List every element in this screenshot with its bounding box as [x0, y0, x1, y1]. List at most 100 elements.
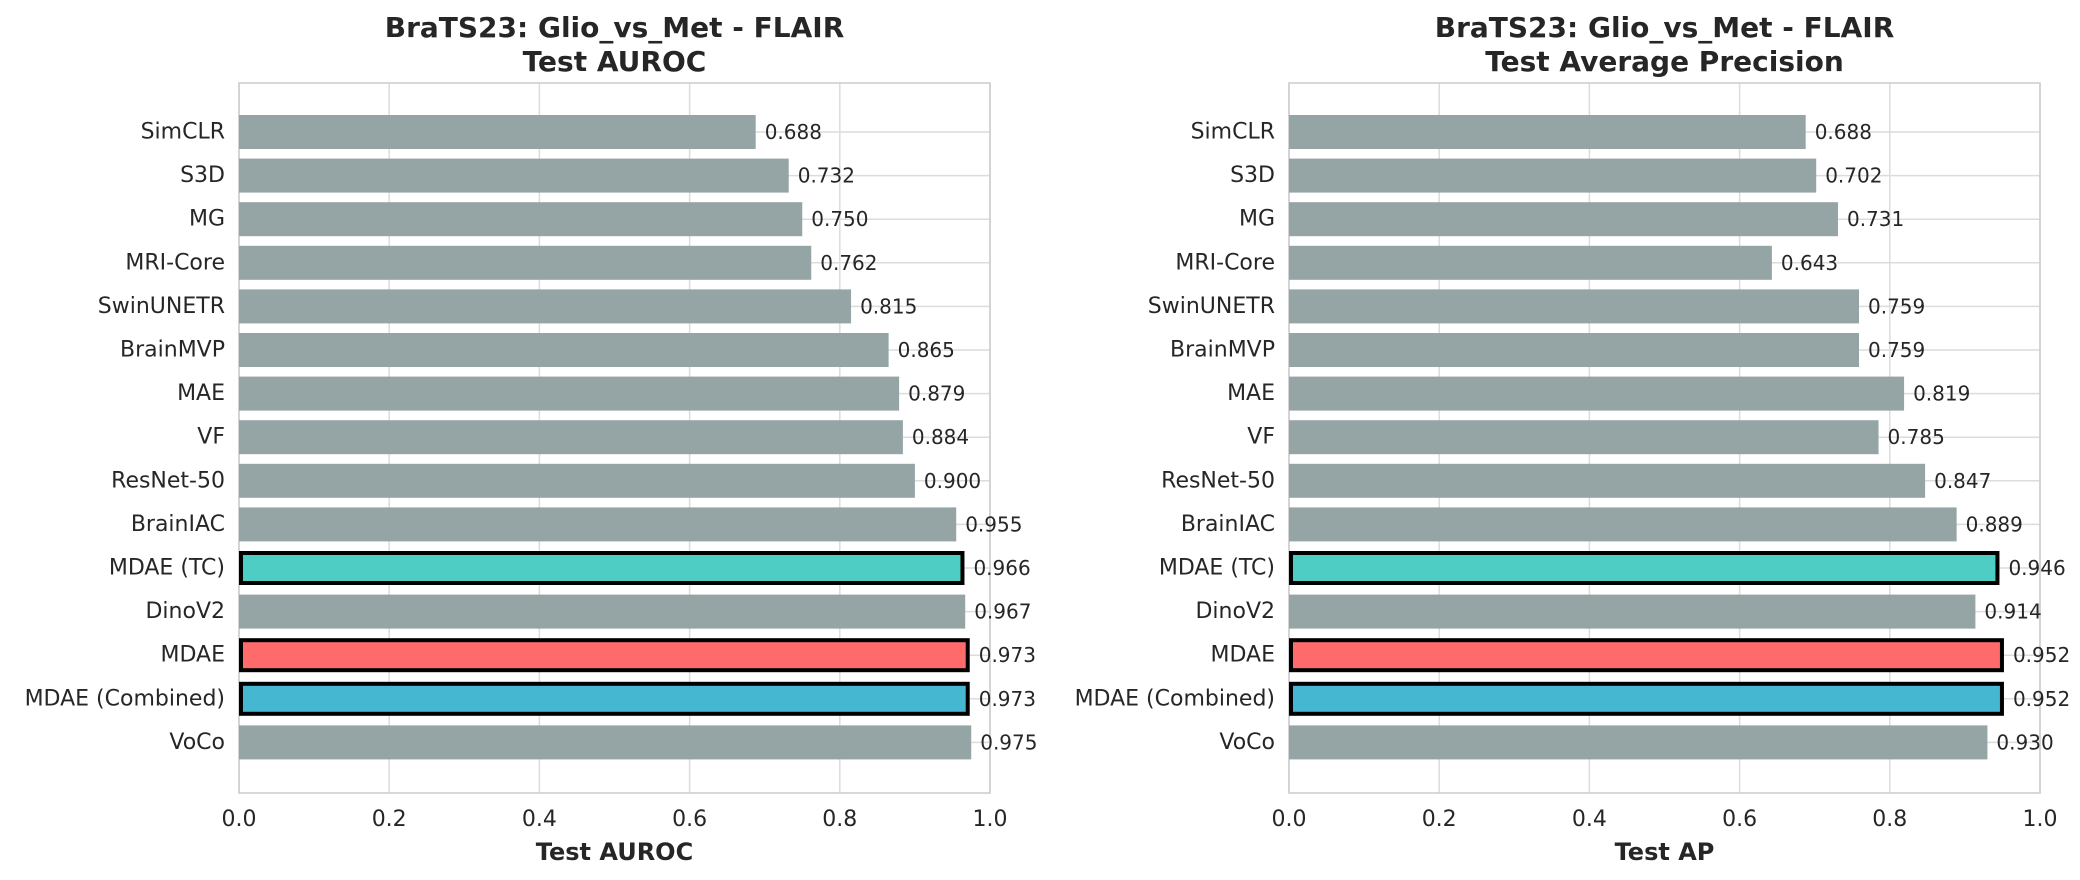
value-label: 0.643 — [1781, 251, 1838, 275]
bar-swinunetr — [1289, 289, 1860, 324]
category-label: MDAE (Combined) — [25, 686, 225, 711]
value-label: 0.785 — [1888, 425, 1945, 449]
bar-dinov2 — [239, 594, 966, 629]
x-tick-label: 0.0 — [1272, 807, 1307, 832]
value-label: 0.865 — [898, 338, 955, 362]
bar-swinunetr — [239, 289, 852, 324]
category-label: MG — [1239, 207, 1275, 232]
category-label: SimCLR — [141, 120, 225, 145]
category-label: DinoV2 — [145, 599, 225, 624]
value-label: 0.688 — [765, 120, 822, 144]
category-label: MRI-Core — [125, 250, 225, 275]
category-label: S3D — [180, 163, 225, 188]
category-label: BrainIAC — [131, 512, 225, 537]
value-label: 0.955 — [965, 512, 1022, 536]
x-tick-label: 0.2 — [1422, 807, 1457, 832]
bar-resnet-50 — [239, 463, 915, 498]
category-label: MDAE — [161, 643, 226, 668]
bar-mri-core — [1289, 245, 1772, 280]
value-label: 0.819 — [1913, 382, 1970, 406]
bar-s3d — [1289, 158, 1817, 193]
value-label: 0.930 — [1996, 730, 2053, 754]
x-tick-label: 0.4 — [1572, 807, 1607, 832]
value-label: 0.889 — [1966, 512, 2023, 536]
value-label: 0.914 — [1984, 600, 2041, 624]
category-label: VF — [1247, 425, 1275, 450]
value-label: 0.973 — [979, 687, 1036, 711]
bar-simclr — [239, 115, 756, 149]
bar-mae — [239, 376, 900, 411]
category-label: MAE — [177, 381, 225, 406]
chart-title-line-1: BraTS23: Glio_vs_Met - FLAIR — [385, 11, 845, 44]
value-label: 0.973 — [979, 643, 1036, 667]
x-tick-label: 0.0 — [222, 807, 257, 832]
bar-mg — [239, 202, 803, 237]
chart-panel-1: 0.688 SimCLR 0.732 S3D 0.750 MG 0.762 MRI-Core 0… — [25, 11, 1038, 866]
x-tick-label: 0.6 — [1722, 807, 1757, 832]
bar-dinov2 — [1289, 594, 1976, 629]
x-tick-label: 0.8 — [1872, 807, 1907, 832]
category-label: BrainIAC — [1181, 512, 1275, 537]
bar-mg — [1289, 202, 1838, 237]
bar-vf — [1289, 420, 1879, 455]
bar-resnet-50 — [1289, 463, 1926, 498]
value-label: 0.900 — [924, 469, 981, 493]
category-label: MDAE — [1211, 643, 1276, 668]
value-label: 0.884 — [912, 425, 969, 449]
category-label: VoCo — [169, 730, 225, 755]
chart-title-line-2: Test Average Precision — [1485, 45, 1844, 78]
value-label: 0.966 — [973, 556, 1030, 580]
category-label: VoCo — [1219, 730, 1275, 755]
value-label: 0.759 — [1868, 294, 1925, 318]
value-label: 0.750 — [811, 207, 868, 231]
chart-panel-2: 0.688 SimCLR 0.702 S3D 0.731 MG 0.643 MRI-Core 0… — [1075, 11, 2071, 866]
x-tick-label: 0.2 — [372, 807, 407, 832]
bar-s3d — [239, 158, 789, 193]
value-label: 0.702 — [1825, 164, 1882, 188]
value-label: 0.847 — [1934, 469, 1991, 493]
value-label: 0.688 — [1815, 120, 1872, 144]
value-label: 0.952 — [2013, 643, 2070, 667]
category-label: SimCLR — [1191, 120, 1275, 145]
x-tick-label: 0.8 — [822, 807, 857, 832]
bar-mdae — [239, 638, 970, 673]
value-label: 0.759 — [1868, 338, 1925, 362]
bar-mdae-combined — [1289, 681, 2004, 716]
bar-mdae-combined — [239, 681, 970, 716]
bar-brainmvp — [239, 333, 889, 367]
category-label: MDAE (Combined) — [1075, 686, 1275, 711]
x-tick-label: 1.0 — [2023, 807, 2058, 832]
x-tick-label: 0.4 — [522, 807, 557, 832]
bar-vf — [239, 420, 903, 455]
category-label: BrainMVP — [120, 338, 225, 363]
bar-mri-core — [239, 245, 812, 280]
category-label: SwinUNETR — [1148, 294, 1275, 319]
category-label: MAE — [1227, 381, 1275, 406]
category-label: ResNet-50 — [111, 468, 225, 493]
bar-simclr — [1289, 115, 1806, 149]
x-axis-label: Test AUROC — [536, 838, 693, 866]
value-label: 0.879 — [908, 382, 965, 406]
chart-title-line-2: Test AUROC — [523, 45, 707, 78]
bar-brainiac — [239, 507, 957, 542]
category-label: MDAE (TC) — [1159, 556, 1275, 581]
x-tick-label: 1.0 — [973, 807, 1008, 832]
category-label: ResNet-50 — [1161, 468, 1275, 493]
bar-mae — [1289, 376, 1905, 411]
value-label: 0.952 — [2013, 687, 2070, 711]
bar-brainmvp — [1289, 333, 1860, 367]
value-label: 0.731 — [1847, 207, 1904, 231]
category-label: BrainMVP — [1170, 338, 1275, 363]
bar-mdae — [1289, 638, 2004, 673]
value-label: 0.967 — [974, 600, 1031, 624]
value-label: 0.815 — [860, 294, 917, 318]
category-label: VF — [197, 425, 225, 450]
value-label: 0.762 — [820, 251, 877, 275]
category-label: SwinUNETR — [98, 294, 225, 319]
value-label: 0.732 — [798, 164, 855, 188]
bar-brainiac — [1289, 507, 1957, 542]
category-label: DinoV2 — [1195, 599, 1275, 624]
x-axis-label: Test AP — [1615, 838, 1715, 866]
